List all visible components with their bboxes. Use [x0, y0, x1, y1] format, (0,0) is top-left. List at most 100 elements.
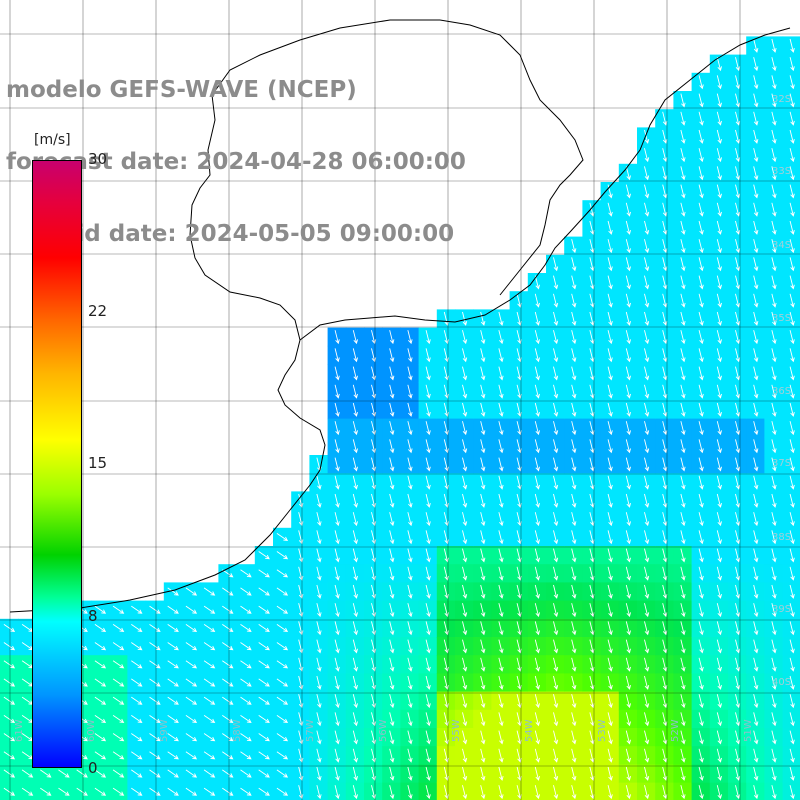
- wind-arrow: [789, 493, 795, 508]
- wind-arrow: [716, 402, 722, 417]
- wind-arrow: [480, 639, 486, 654]
- wind-arrow: [334, 694, 340, 709]
- wind-arrow: [771, 548, 777, 563]
- wind-arrow: [534, 530, 540, 545]
- wind-arrow: [571, 384, 577, 399]
- wind-arrow: [753, 457, 759, 472]
- wind-arrow: [771, 148, 777, 163]
- wind-arrow: [735, 220, 741, 235]
- wind-arrow: [698, 75, 704, 90]
- wind-arrow: [607, 748, 613, 763]
- wind-speed-cell: [782, 655, 800, 674]
- wind-arrow: [698, 366, 704, 381]
- wind-arrow: [680, 275, 686, 290]
- wind-arrow: [698, 184, 704, 199]
- wind-arrow: [3, 678, 16, 687]
- wind-arrow: [334, 766, 340, 781]
- wind-arrow: [425, 584, 431, 599]
- wind-arrow: [716, 129, 722, 144]
- wind-arrow: [498, 548, 504, 563]
- wind-arrow: [607, 785, 613, 800]
- wind-arrow: [571, 421, 577, 436]
- wind-arrow: [625, 275, 631, 290]
- wind-arrow: [425, 621, 431, 636]
- wind-arrow: [389, 530, 395, 545]
- wind-arrow: [534, 475, 540, 490]
- wind-arrow: [407, 421, 413, 436]
- wind-arrow: [607, 402, 613, 417]
- wind-arrow: [425, 475, 431, 490]
- wind-arrow: [716, 748, 722, 763]
- wind-arrow: [680, 566, 686, 581]
- wind-arrow: [735, 530, 741, 545]
- wind-arrow: [3, 769, 16, 778]
- wind-arrow: [716, 439, 722, 454]
- wind-arrow: [571, 330, 577, 345]
- wind-arrow: [680, 129, 686, 144]
- wind-arrow: [534, 493, 540, 508]
- wind-arrow: [680, 657, 686, 672]
- wind-arrow: [571, 657, 577, 672]
- wind-speed-cell: [782, 637, 800, 656]
- wind-arrow: [498, 766, 504, 781]
- wind-arrow: [771, 421, 777, 436]
- wind-arrow: [753, 366, 759, 381]
- wind-arrow: [789, 785, 795, 800]
- wind-arrow: [352, 475, 358, 490]
- wind-arrow: [40, 787, 52, 796]
- wind-arrow: [680, 239, 686, 254]
- wind-arrow: [771, 785, 777, 800]
- wind-arrow: [407, 330, 413, 345]
- wind-arrow: [425, 439, 431, 454]
- wind-arrow: [389, 457, 395, 472]
- wind-arrow: [389, 330, 395, 345]
- wind-speed-cell: [782, 764, 800, 784]
- wind-arrow: [534, 748, 540, 763]
- wind-arrow: [3, 660, 16, 669]
- wind-arrow: [425, 748, 431, 763]
- wind-arrow: [753, 38, 759, 53]
- wind-arrow: [3, 642, 16, 651]
- wind-arrow: [480, 512, 486, 527]
- wind-arrow: [698, 603, 704, 618]
- wind-arrow: [498, 457, 504, 472]
- wind-arrow: [94, 642, 107, 651]
- wind-arrow: [625, 421, 631, 436]
- wind-arrow: [771, 202, 777, 217]
- wind-arrow: [771, 657, 777, 672]
- wind-arrow: [735, 129, 741, 144]
- wind-arrow: [607, 311, 613, 326]
- lat-label-34s: 34S: [772, 240, 792, 251]
- wind-arrow: [716, 93, 722, 108]
- wind-arrow: [680, 311, 686, 326]
- wind-arrow: [771, 366, 777, 381]
- wind-arrow: [607, 439, 613, 454]
- wind-arrow: [258, 605, 270, 614]
- valid-date: valid date: 2024-05-05 09:00:00: [6, 221, 455, 247]
- wind-arrow: [222, 660, 234, 669]
- wind-speed-cell: [109, 782, 128, 800]
- wind-arrow: [753, 275, 759, 290]
- wind-arrow: [607, 257, 613, 272]
- colorbar-unit: [m/s]: [34, 132, 71, 148]
- wind-arrow: [789, 384, 795, 399]
- wind-arrow: [21, 769, 34, 778]
- wind-arrow: [753, 348, 759, 363]
- wind-arrow: [789, 748, 795, 763]
- wind-arrow: [462, 639, 468, 654]
- wind-arrow: [771, 57, 777, 72]
- wind-arrow: [498, 621, 504, 636]
- wind-arrow: [407, 402, 413, 417]
- wind-speed-cell: [782, 618, 800, 638]
- wind-arrow: [771, 239, 777, 254]
- wind-arrow: [789, 57, 795, 72]
- wind-arrow: [112, 714, 125, 724]
- wind-arrow: [680, 493, 686, 508]
- wind-arrow: [534, 348, 540, 363]
- wind-arrow: [534, 785, 540, 800]
- wind-arrow: [625, 457, 631, 472]
- wind-arrow: [735, 311, 741, 326]
- wind-arrow: [644, 603, 650, 618]
- wind-arrow: [771, 129, 777, 144]
- lat-label-35s: 35S: [772, 313, 792, 324]
